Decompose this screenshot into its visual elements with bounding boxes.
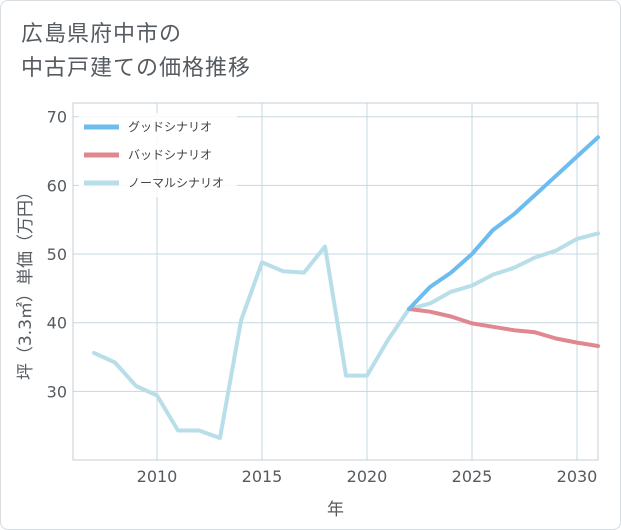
- x-tick-label: 2030: [557, 467, 598, 486]
- legend-label: グッドシナリオ: [128, 120, 212, 134]
- chart-title-line-1: 広島県府中市の: [21, 22, 183, 47]
- plot-frame: [72, 102, 599, 461]
- series-line-0: [407, 135, 600, 311]
- series-line-1: [407, 307, 600, 348]
- x-tick-label: 2015: [242, 467, 283, 486]
- chart-title-line-2: 中古戸建ての価格推移: [21, 56, 252, 81]
- y-tick-label: 50: [47, 245, 67, 264]
- x-axis-title: 年: [327, 500, 344, 520]
- legend-label: バッドシナリオ: [128, 148, 212, 162]
- x-tick-label: 2020: [347, 467, 388, 486]
- y-tick-label: 40: [47, 314, 67, 333]
- y-axis-title: 坪（3.3㎡）単価（万円）: [16, 183, 36, 380]
- chart-title: 広島県府中市の 中古戸建ての価格推移: [21, 18, 251, 86]
- axis-ticks: 2010 2015 2020 2025 2030 30 40 50 60 70: [47, 108, 598, 486]
- series-lines: [92, 135, 600, 440]
- y-tick-label: 30: [47, 382, 67, 401]
- y-tick-label: 60: [47, 176, 67, 195]
- legend-label: ノーマルシナリオ: [128, 176, 224, 190]
- x-tick-label: 2010: [137, 467, 178, 486]
- y-tick-label: 70: [47, 108, 67, 127]
- x-tick-label: 2025: [452, 467, 493, 486]
- series-line-2: [92, 231, 600, 440]
